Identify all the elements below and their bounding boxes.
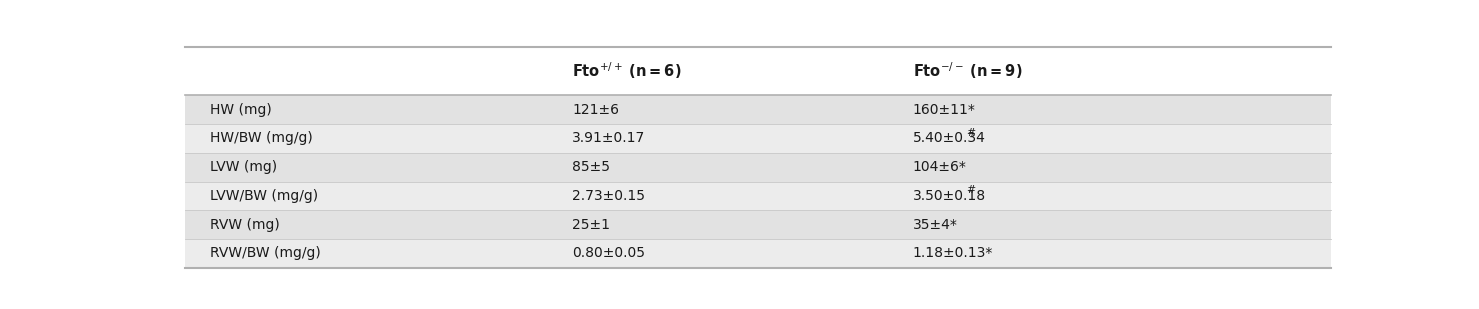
Text: 85±5: 85±5: [572, 160, 611, 174]
Text: 121±6: 121±6: [572, 103, 620, 117]
Text: 104±6*: 104±6*: [913, 160, 967, 174]
Text: RVW (mg): RVW (mg): [210, 218, 280, 232]
Text: 0.80±0.05: 0.80±0.05: [572, 247, 645, 260]
Text: HW/BW (mg/g): HW/BW (mg/g): [210, 131, 314, 146]
Text: 25±1: 25±1: [572, 218, 611, 232]
Text: 5.40±0.34: 5.40±0.34: [913, 131, 985, 146]
Bar: [185, 153, 1331, 182]
Text: 3.91±0.17: 3.91±0.17: [572, 131, 645, 146]
Text: #: #: [966, 128, 976, 138]
Text: 2.73±0.15: 2.73±0.15: [572, 189, 645, 203]
Text: HW (mg): HW (mg): [210, 103, 272, 117]
Text: 35±4*: 35±4*: [913, 218, 957, 232]
Text: LVW (mg): LVW (mg): [210, 160, 277, 174]
Text: $\mathbf{Fto}^{+/+}$ $\mathbf{(n = 6)}$: $\mathbf{Fto}^{+/+}$ $\mathbf{(n = 6)}$: [572, 61, 682, 81]
Bar: [185, 47, 1331, 95]
Bar: [185, 239, 1331, 268]
Text: 3.50±0.18: 3.50±0.18: [913, 189, 986, 203]
Text: RVW/BW (mg/g): RVW/BW (mg/g): [210, 247, 321, 260]
Text: #: #: [966, 185, 976, 195]
Text: 1.18±0.13*: 1.18±0.13*: [913, 247, 992, 260]
Bar: [185, 124, 1331, 153]
Bar: [185, 182, 1331, 210]
Bar: [185, 95, 1331, 124]
Bar: [185, 210, 1331, 239]
Text: 160±11*: 160±11*: [913, 103, 976, 117]
Text: $\mathbf{Fto}^{-/-}$ $\mathbf{(n = 9)}$: $\mathbf{Fto}^{-/-}$ $\mathbf{(n = 9)}$: [913, 61, 1022, 81]
Text: LVW/BW (mg/g): LVW/BW (mg/g): [210, 189, 318, 203]
